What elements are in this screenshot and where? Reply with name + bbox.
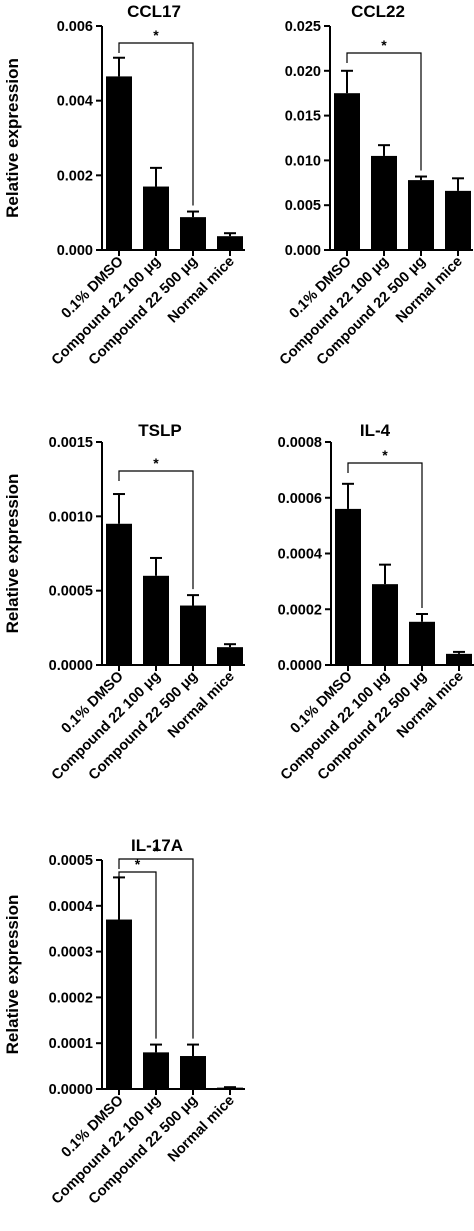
chart-title: IL-4 (360, 421, 391, 440)
y-tick-label: 0.0008 (278, 435, 322, 451)
y-tick-label: 0.0004 (49, 899, 93, 915)
category-label: Normal mice (393, 254, 466, 327)
significance-bracket (118, 858, 194, 1039)
significance-label: * (135, 856, 141, 872)
significance-label: * (153, 843, 159, 859)
bar-2 (371, 155, 397, 250)
bar-3 (180, 217, 206, 250)
significance-label: * (382, 447, 388, 463)
y-tick-label: 0.0001 (49, 1036, 93, 1052)
bar-4 (445, 190, 471, 250)
y-tick-label: 0.002 (57, 168, 93, 184)
bar-2 (143, 575, 169, 665)
y-tick-label: 0.0000 (49, 658, 93, 674)
significance-label: * (153, 455, 159, 471)
category-label: Normal mice (394, 669, 467, 742)
y-axis-label: Relative expression (3, 474, 22, 634)
y-tick-label: 0.0015 (49, 435, 93, 451)
bar-3 (409, 621, 435, 665)
y-tick-label: 0.0000 (49, 1082, 93, 1098)
y-tick-label: 0.020 (285, 64, 321, 80)
y-tick-label: 0.010 (285, 153, 321, 169)
chart-title: IL-17A (131, 836, 183, 855)
y-tick-label: 0.000 (57, 243, 93, 259)
bar-1 (335, 508, 361, 665)
bar-3 (180, 605, 206, 665)
significance-bracket (347, 462, 423, 608)
bar-4 (446, 653, 472, 665)
category-label: Normal mice (165, 669, 238, 742)
bar-1 (334, 93, 360, 250)
chart-panel-2: CCL220.0000.0050.0100.0150.0200.0250.1% … (277, 2, 473, 369)
y-tick-label: 0.015 (285, 109, 321, 125)
bar-4 (217, 236, 243, 250)
bar-4 (217, 1087, 243, 1089)
y-tick-label: 0.005 (285, 198, 321, 214)
y-tick-label: 0.006 (57, 19, 93, 35)
y-tick-label: 0.0002 (278, 602, 322, 618)
y-tick-label: 0.0005 (49, 584, 93, 600)
chart-panel-1: CCL17 Relative expression 0.000 0.002 0.004 0… (3, 2, 245, 369)
bar-2 (143, 1052, 169, 1089)
significance-bracket (118, 871, 157, 1039)
y-tick-label: 0.0002 (49, 990, 93, 1006)
y-tick-label: 0.025 (285, 19, 321, 35)
y-tick-label: 0.0004 (278, 547, 322, 563)
significance-label: * (153, 27, 159, 43)
bar-2 (372, 584, 398, 665)
bar-1 (106, 523, 132, 665)
bar-3 (408, 180, 434, 250)
category-label: Normal mice (165, 1093, 238, 1166)
y-tick-label: 0.0010 (49, 509, 93, 525)
significance-bracket (118, 42, 194, 206)
bar-4 (217, 647, 243, 665)
bar-3 (180, 1056, 206, 1089)
y-axis-label: Relative expression (3, 58, 22, 218)
y-tick-label: 0.0006 (278, 491, 322, 507)
y-tick-label: 0.0005 (49, 853, 93, 869)
y-axis-label: Relative expression (3, 895, 22, 1055)
significance-bracket (346, 52, 422, 171)
significance-bracket (118, 470, 194, 590)
y-tick-label: 0.000 (285, 243, 321, 259)
chart-panel-5: IL-17A Relative expression 0.0000 0.0001 0.0… (3, 836, 245, 1208)
chart-title: CCL17 (127, 2, 181, 21)
y-tick-label: 0.004 (57, 94, 93, 110)
chart-panel-3: TSLP Relative expression 0.0000 0.0005 0.001… (3, 421, 245, 784)
category-label: Normal mice (165, 254, 238, 327)
significance-label: * (381, 37, 387, 53)
chart-title: TSLP (138, 421, 181, 440)
y-tick-label: 0.0000 (278, 658, 322, 674)
chart-title: CCL22 (351, 2, 405, 21)
y-tick-label: 0.0003 (49, 945, 93, 961)
bar-1 (106, 919, 132, 1089)
bar-1 (106, 76, 132, 251)
bar-2 (143, 186, 169, 250)
